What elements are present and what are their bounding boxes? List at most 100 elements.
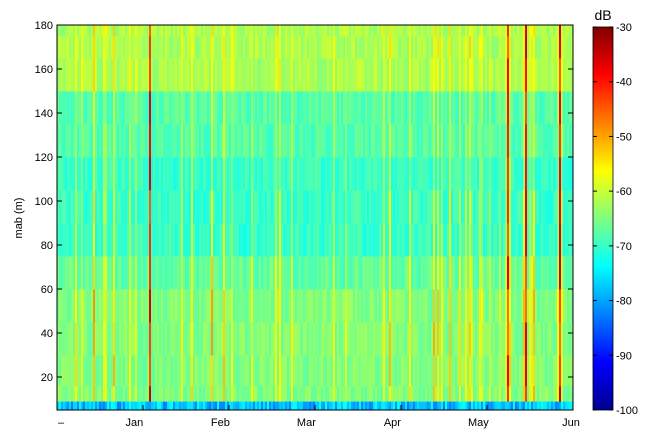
heatmap-cell [287,322,290,356]
heatmap-cell [503,91,506,125]
heatmap-cell [69,322,72,356]
heatmap-cell [461,25,464,37]
heatmap-cell [491,256,494,290]
heatmap-cell [169,36,172,59]
heatmap-cell [85,190,88,224]
heatmap-cell [479,223,482,257]
heatmap-cell [323,91,326,125]
heatmap-cell [191,289,194,323]
heatmap-cell [407,124,410,158]
heatmap-cell [399,157,402,191]
heatmap-cell [395,36,398,59]
heatmap-cell [553,190,556,224]
heatmap-cell [327,223,330,257]
heatmap-cell [157,58,160,92]
heatmap-cell [483,401,486,411]
heatmap-cell [337,58,340,92]
heatmap-cell [493,322,496,356]
heatmap-cell [445,25,448,37]
heatmap-cell [451,256,454,290]
heatmap-cell [439,385,442,402]
heatmap-cell [259,401,262,411]
heatmap-cell [129,58,132,92]
heatmap-cell [145,58,148,92]
heatmap-cell [129,401,132,411]
heatmap-cell [377,190,380,224]
heatmap-cell [247,385,250,402]
heatmap-cell [205,322,208,356]
heatmap-cell [195,223,198,257]
heatmap-cell [133,322,136,356]
heatmap-cell [233,322,236,356]
heatmap-cell [527,58,530,92]
heatmap-cell [531,385,534,402]
heatmap-cell [191,36,194,59]
heatmap-cell [241,190,244,224]
heatmap-cell [147,157,150,191]
heatmap-cell [223,25,226,37]
heatmap-cell [131,190,134,224]
heatmap-cell [549,401,552,411]
heatmap-cell [239,223,242,257]
heatmap-cell [155,289,158,323]
heatmap-cell [433,25,436,37]
heatmap-cell [405,25,408,37]
heatmap-cell [273,58,276,92]
heatmap-cell [57,223,60,257]
heatmap-cell [331,25,334,37]
heatmap-cell [405,91,408,125]
heatmap-cell [239,36,242,59]
heatmap-cell [389,190,392,224]
heatmap-cell [401,289,404,323]
heatmap-cell [187,289,190,323]
heatmap-cell [185,385,188,402]
heatmap-cell [565,190,568,224]
heatmap-cell [513,289,516,323]
heatmap-cell [561,289,564,323]
heatmap-cell [73,322,76,356]
heatmap-cell [445,401,448,411]
heatmap-cell [105,401,108,411]
heatmap-cell [215,322,218,356]
heatmap-cell [411,91,414,125]
heatmap-cell [559,322,562,356]
heatmap-cell [345,385,348,402]
heatmap-cell [117,25,120,37]
heatmap-cell [405,36,408,59]
heatmap-cell [529,190,532,224]
heatmap-cell [117,91,120,125]
heatmap-cell [235,256,238,290]
heatmap-cell [375,223,378,257]
heatmap-cell [297,385,300,402]
heatmap-cell [341,322,344,356]
x-tick-label: Apr [384,417,401,429]
heatmap-cell [451,91,454,125]
heatmap-cell [255,91,258,125]
heatmap-cell [211,385,214,402]
heatmap-cell [107,322,110,356]
heatmap-cell [365,355,368,387]
heatmap-cell [395,289,398,323]
heatmap-cell [493,25,496,37]
heatmap-cell [149,25,152,37]
heatmap-cell [183,124,186,158]
heatmap-cell [475,25,478,37]
heatmap-cell [363,190,366,224]
heatmap-cell [235,385,238,402]
heatmap-cell [449,36,452,59]
heatmap-cell [69,223,72,257]
heatmap-cell [79,91,82,125]
heatmap-cell [401,124,404,158]
heatmap-cell [247,58,250,92]
heatmap-cell [269,401,272,411]
heatmap-cell [313,289,316,323]
heatmap-cell [91,91,94,125]
heatmap-cell [255,58,258,92]
heatmap-cell [217,355,220,387]
heatmap-cell [137,124,140,158]
heatmap-cell [445,223,448,257]
heatmap-cell [455,36,458,59]
heatmap-cell [259,322,262,356]
heatmap-cell [321,256,324,290]
heatmap-cell [117,385,120,402]
